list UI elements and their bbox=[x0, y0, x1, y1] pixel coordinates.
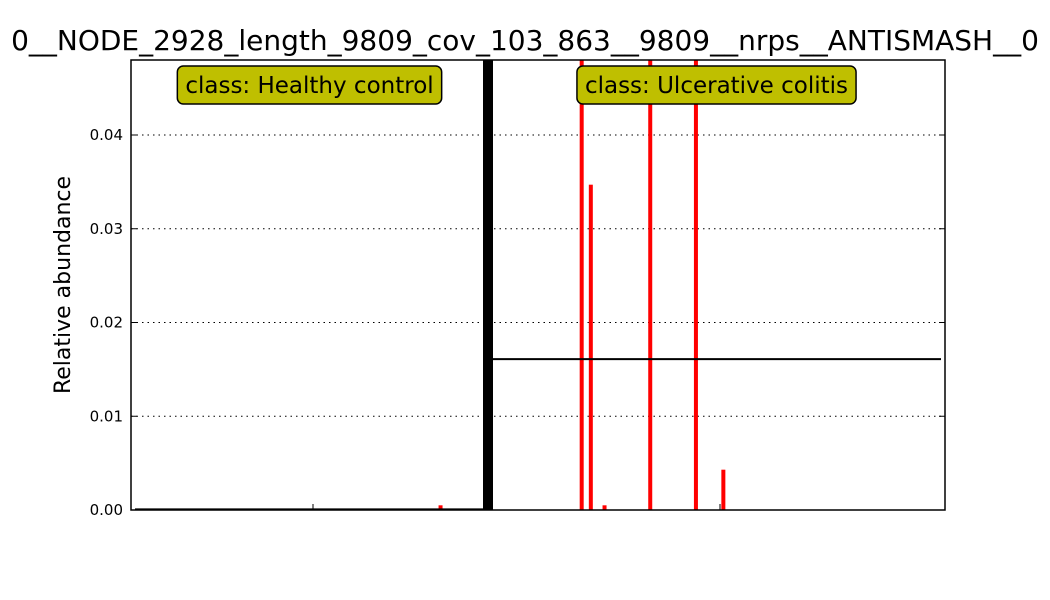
y-axis-label: Relative abundance bbox=[51, 176, 76, 394]
bar bbox=[602, 505, 607, 510]
bars bbox=[438, 60, 726, 510]
class-label: class: Ulcerative colitis bbox=[576, 65, 857, 105]
y-tick-label: 0.00 bbox=[90, 501, 123, 519]
class-label-text: class: Healthy control bbox=[185, 73, 433, 99]
grid-lines bbox=[131, 134, 945, 417]
bar bbox=[588, 184, 593, 510]
y-tick-label: 0.01 bbox=[90, 407, 123, 425]
class-labels: class: Healthy control class: Ulcerative … bbox=[176, 65, 857, 105]
bar bbox=[648, 60, 653, 510]
y-axis: 0.00 0.01 0.02 0.03 0.04 bbox=[90, 126, 945, 519]
class-label-box bbox=[576, 65, 857, 105]
class-separator bbox=[483, 60, 493, 510]
bar bbox=[693, 60, 698, 510]
y-tick-label: 0.03 bbox=[90, 220, 123, 238]
class-label-text: class: Ulcerative colitis bbox=[585, 73, 848, 99]
y-tick-label: 0.02 bbox=[90, 314, 123, 332]
plot-frame bbox=[130, 59, 946, 511]
separator-bar bbox=[483, 60, 493, 510]
y-tick-label: 0.04 bbox=[90, 126, 123, 144]
bar bbox=[579, 60, 584, 510]
chart-title: 0__NODE_2928_length_9809_cov_103_863__98… bbox=[11, 24, 1039, 57]
class-label-box bbox=[176, 65, 443, 105]
bar bbox=[721, 469, 726, 510]
mean-lines bbox=[135, 358, 941, 511]
bar bbox=[438, 505, 443, 510]
class-label: class: Healthy control bbox=[176, 65, 443, 105]
